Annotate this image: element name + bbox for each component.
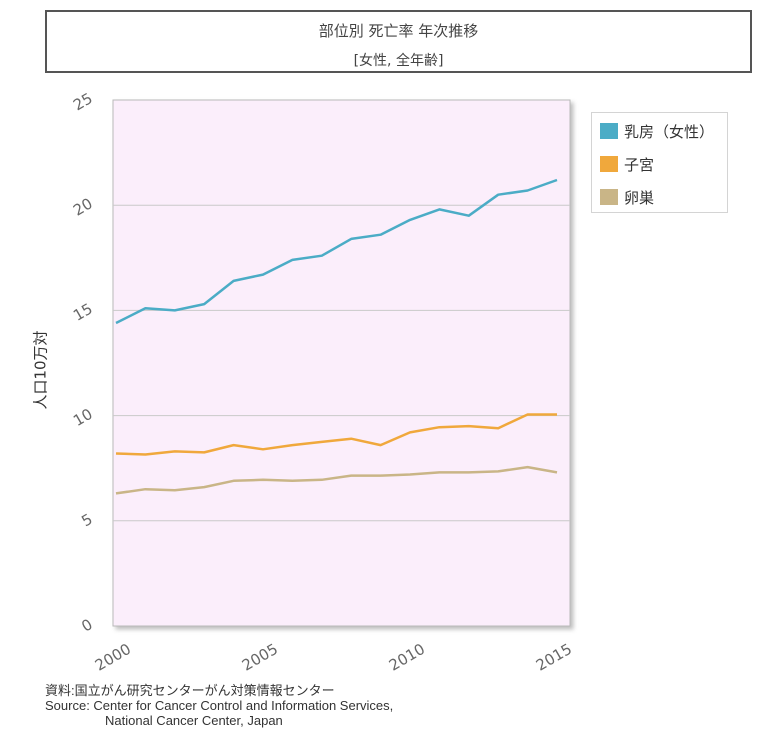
y-tick-labels: 0 5 10 15 20 25 <box>70 89 96 635</box>
y-tick-label: 25 <box>70 89 96 114</box>
legend-swatch-ovary <box>600 189 618 205</box>
series-line-1 <box>115 413 557 456</box>
x-tick-label: 2015 <box>533 640 575 675</box>
legend-item-ovary: 卵巣 <box>600 188 655 207</box>
legend-swatch-uterus <box>600 156 618 172</box>
y-tick-label: 10 <box>70 405 96 430</box>
legend-item-breast: 乳房（女性） <box>600 122 715 141</box>
series-line-0 <box>115 178 558 325</box>
series-line-2 <box>115 465 558 495</box>
source-note: 資料:国立がん研究センターがん対策情報センター Source: Center f… <box>45 683 393 728</box>
x-tick-label: 2005 <box>239 640 281 675</box>
legend-label-ovary: 卵巣 <box>624 188 655 207</box>
y-tick-label: 0 <box>78 615 95 635</box>
y-tick-label: 20 <box>70 194 96 219</box>
x-tick-label: 2010 <box>386 640 428 675</box>
series-lines <box>115 178 558 495</box>
plot-area <box>112 99 571 627</box>
x-tick-label: 2000 <box>92 640 134 675</box>
source-line-1: 資料:国立がん研究センターがん対策情報センター <box>45 683 335 698</box>
legend-swatch-breast <box>600 123 618 139</box>
legend-label-uterus: 子宮 <box>624 155 655 174</box>
source-line-3: National Cancer Center, Japan <box>105 713 283 728</box>
chart-subtitle: [女性, 全年齢] <box>353 53 444 69</box>
y-tick-label: 15 <box>70 300 96 325</box>
gridlines <box>113 204 570 522</box>
source-line-2: Source: Center for Cancer Control and In… <box>45 698 394 713</box>
y-tick-label: 5 <box>78 510 95 530</box>
legend-label-breast: 乳房（女性） <box>624 122 715 141</box>
legend-item-uterus: 子宮 <box>600 155 655 174</box>
x-tick-labels: 2000 2005 2010 2015 <box>92 640 575 675</box>
chart-title: 部位別 死亡率 年次推移 <box>318 22 479 40</box>
chart-title-box: 部位別 死亡率 年次推移 [女性, 全年齢] <box>45 10 752 73</box>
legend: 乳房（女性） 子宮 卵巣 <box>591 112 728 213</box>
